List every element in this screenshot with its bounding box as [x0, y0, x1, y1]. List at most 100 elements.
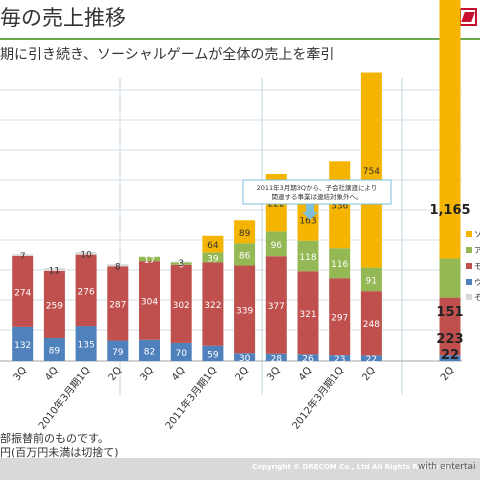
bar-segment-other: [107, 264, 129, 267]
data-label-other: 10: [80, 250, 92, 260]
bar-segment-ad: [139, 256, 160, 262]
legend-swatch-other: [466, 294, 472, 300]
bar-segment-ad: [360, 267, 382, 292]
bar-segment-web: [43, 337, 65, 361]
data-label-social: 89: [239, 229, 251, 239]
x-tick-label: 4Q: [297, 365, 315, 383]
footnote-2: 円(百万円未満は切捨て): [0, 446, 119, 459]
bar-segment-media: [43, 270, 65, 338]
bar-segment-web: [234, 353, 256, 361]
data-label-ad: 39: [207, 254, 219, 264]
data-label-media: 276: [78, 287, 95, 297]
data-label-web: 30: [239, 354, 251, 364]
legend-label-other: そ: [474, 293, 480, 302]
footnote-1: 部振替前のものです。: [0, 432, 109, 445]
legend-label-media: モ: [474, 262, 480, 271]
page-subtitle: 期に引き続き、ソーシャルゲームが全体の売上を牽引: [0, 47, 335, 63]
bar-segment-media: [12, 255, 34, 327]
data-label-web: 135: [78, 341, 95, 351]
bar-segment-social: [234, 220, 256, 244]
data-label-ad: 9: [178, 261, 184, 271]
bar-segment-media: [75, 254, 97, 327]
x-tick-label: 4Q: [170, 365, 188, 383]
bar-segment-media: [360, 291, 382, 356]
bar-segment-web: [360, 355, 382, 361]
data-label-social: 64: [207, 241, 219, 251]
x-tick-label: 3Q: [138, 365, 156, 383]
data-label-ad: 116: [331, 260, 348, 270]
legend-swatch-ad: [466, 247, 472, 253]
data-label-highlight: 223: [436, 332, 463, 347]
legend-label-ad: ア: [474, 246, 480, 255]
title-divider: [0, 38, 480, 40]
data-label-other: 11: [49, 267, 60, 277]
bar-segment-web: [75, 326, 97, 361]
callout-arrow: [302, 204, 318, 220]
bar-segment-social: [202, 235, 224, 253]
bar-segment-social: [439, 0, 461, 259]
data-label-web: 59: [207, 350, 219, 360]
bar-segment-media: [265, 256, 287, 354]
data-label-other: 8: [115, 262, 121, 272]
data-label-media: 339: [236, 306, 253, 316]
callout-text: 2011年3月期3Qから、子会社譲渡により: [257, 183, 378, 192]
bar-segment-web: [329, 355, 351, 361]
data-label-highlight: 1,165: [429, 203, 470, 218]
page-title: 毎の売上推移: [0, 6, 126, 30]
data-label-media: 248: [363, 320, 380, 330]
bar-segment-media: [234, 265, 256, 354]
data-label-social: 754: [363, 167, 380, 177]
legend-swatch-web: [466, 279, 472, 285]
data-label-web: 23: [334, 355, 345, 365]
x-tick-label: 4Q: [43, 365, 61, 383]
footer-bar: [0, 458, 480, 480]
x-tick-label: 2Q: [107, 365, 125, 383]
bar-segment-other: [170, 261, 192, 263]
bar-segment-ad: [297, 240, 319, 272]
data-label-web: 22: [366, 355, 377, 365]
x-tick-label: 2Q: [360, 365, 378, 383]
x-tick-label: 2Q: [439, 365, 457, 383]
data-label-web: 70: [175, 349, 187, 359]
footer-tagline: with entertai: [418, 462, 476, 472]
legend-swatch-social: [466, 231, 472, 237]
bar-segment-web: [107, 340, 129, 361]
data-label-media: 259: [46, 301, 63, 311]
legend-label-social: ソ: [474, 230, 480, 239]
data-label-media: 377: [268, 302, 285, 312]
callout-text: 関連する事業は連結対象外へ。: [272, 192, 363, 201]
bar-segment-web: [202, 345, 224, 361]
bar-segment-web: [12, 326, 34, 361]
data-label-media: 287: [109, 300, 126, 310]
data-label-ad: 96: [271, 241, 283, 251]
bar-segment-other: [75, 252, 97, 255]
bar-segment-ad: [234, 243, 256, 266]
bar-segment-web: [297, 354, 319, 361]
x-tick-label: 3Q: [12, 365, 30, 383]
bar-segment-ad: [329, 248, 351, 279]
data-label-web: 79: [112, 348, 124, 358]
bar-segment-web: [170, 342, 192, 361]
data-label-media: 297: [331, 314, 348, 324]
x-tick-label: 3Q: [265, 365, 283, 383]
bar-segment-media: [439, 297, 461, 356]
data-label-web: 28: [271, 354, 283, 364]
legend-label-web: ウ: [474, 278, 480, 287]
bar-segment-other: [12, 254, 34, 256]
bar-segment-media: [329, 278, 351, 356]
data-label-media: 304: [141, 297, 158, 307]
bar-segment-ad: [265, 231, 287, 257]
bar-segment-media: [297, 271, 319, 355]
bar-segment-ad: [202, 252, 224, 263]
data-label-social: 336: [331, 202, 348, 212]
x-tick-label: 2Q: [234, 365, 252, 383]
bar-segment-web: [265, 353, 287, 361]
bar-segment-media: [107, 266, 129, 341]
data-label-media: 274: [14, 288, 31, 298]
data-label-ad: 86: [239, 251, 251, 261]
data-label-web: 26: [302, 355, 314, 365]
bar-segment-social: [360, 72, 382, 268]
legend-swatch-media: [466, 263, 472, 269]
copyright-text: Copyright © DRECOM Co., Ltd All Rights R…: [252, 463, 452, 471]
